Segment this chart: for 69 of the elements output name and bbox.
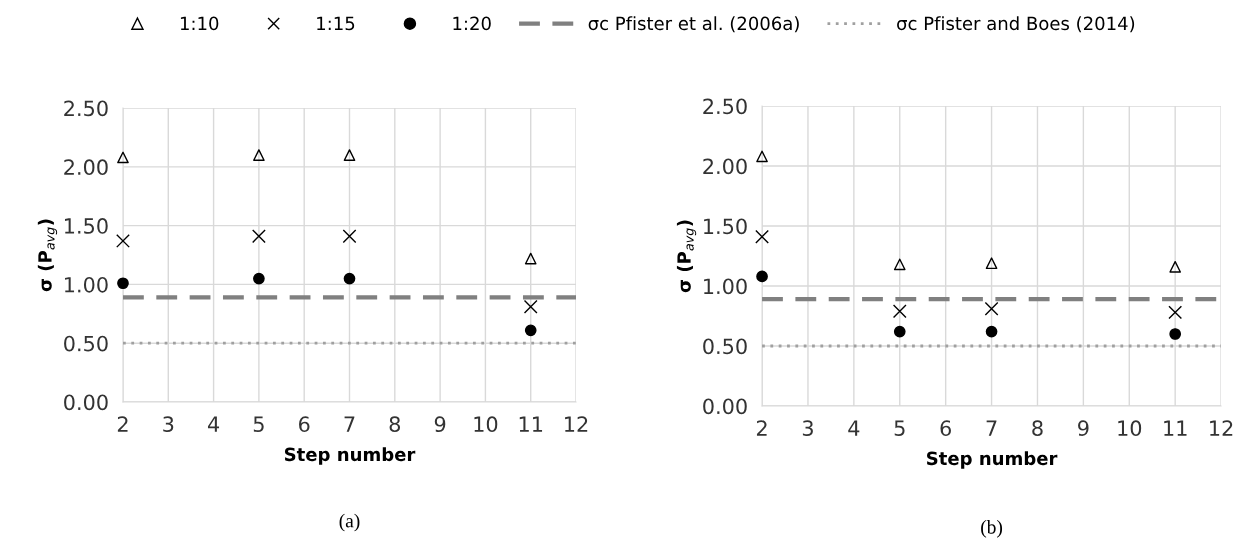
point: [985, 257, 998, 270]
text: (b): [981, 520, 1003, 538]
legend-label: σc Pfister and Boes (2014): [897, 16, 1135, 33]
x-tick-label: 9: [1078, 420, 1089, 437]
y-tick-label: 0.00: [64, 394, 108, 411]
x-tick-label: 5: [253, 416, 264, 433]
y-tick-label: 1.50: [64, 218, 108, 234]
y-tick-label: 0.00: [703, 398, 747, 415]
x-tick-label: 3: [163, 416, 174, 433]
point: [253, 149, 265, 161]
point: [343, 272, 356, 285]
point: [756, 150, 768, 163]
point: [342, 229, 357, 244]
point: [1169, 260, 1182, 273]
x-tick-label: 2: [756, 420, 767, 436]
x-tick-label: 12: [565, 416, 588, 432]
x-tick-label: 5: [894, 420, 905, 437]
x-tick-label: 4: [848, 420, 860, 436]
legend-label: 1:15: [317, 16, 355, 31]
point: [524, 252, 537, 265]
point: [253, 272, 265, 285]
point: [893, 325, 906, 338]
point: [251, 229, 266, 244]
text: (a): [339, 513, 360, 532]
x-tick-label: 9: [434, 416, 446, 433]
x-axis-title: Step number: [927, 451, 1058, 469]
x-tick-label: 11: [519, 416, 543, 432]
x-tick-label: 11: [1164, 420, 1187, 436]
x-tick-label: 10: [474, 416, 498, 433]
point: [1168, 305, 1183, 320]
legend-label: σc Pfister et al. (2006a): [588, 16, 799, 33]
y-tick-label: 2.00: [703, 158, 747, 175]
y-tick-label: 2.50: [64, 100, 108, 117]
y-tick-label: 2.00: [64, 159, 108, 176]
y-axis-title: σ (P$_{avg}$): [676, 220, 697, 293]
point: [984, 301, 999, 316]
x-tick-label: 2: [117, 416, 128, 432]
y-tick-label: 0.50: [64, 335, 108, 352]
x-tick-label: 4: [207, 416, 220, 432]
x-tick-label: 8: [389, 416, 401, 433]
point: [524, 324, 537, 337]
y-axis-title: σ (P$_{avg}$): [37, 219, 58, 292]
point: [117, 151, 129, 164]
x-tick-label: 3: [802, 420, 813, 437]
x-tick-label: 6: [299, 416, 310, 433]
y-tick-label: 2.50: [703, 98, 747, 115]
x-tick-label: 12: [1210, 420, 1233, 436]
x-axis-title: Step number: [284, 447, 416, 465]
point: [985, 325, 998, 338]
point: [892, 304, 907, 319]
x-tick-label: 8: [1032, 420, 1043, 437]
y-tick-label: 1.50: [704, 218, 747, 235]
point: [116, 234, 130, 248]
y-tick-label: 1.00: [64, 276, 108, 293]
point: [755, 229, 769, 244]
point: [343, 149, 356, 161]
x-tick-label: 7: [986, 420, 997, 436]
legend-label: 1:10: [180, 16, 219, 31]
y-tick-label: 0.50: [703, 338, 747, 355]
point: [523, 299, 538, 314]
legend-label: 1:20: [453, 16, 491, 31]
x-tick-label: 7: [344, 416, 355, 432]
y-tick-label: 1.00: [704, 278, 747, 295]
point: [1169, 328, 1182, 340]
point: [756, 270, 768, 283]
point: [117, 277, 129, 290]
x-tick-label: 6: [940, 420, 951, 437]
x-tick-label: 10: [1118, 420, 1142, 437]
point: [893, 258, 906, 271]
